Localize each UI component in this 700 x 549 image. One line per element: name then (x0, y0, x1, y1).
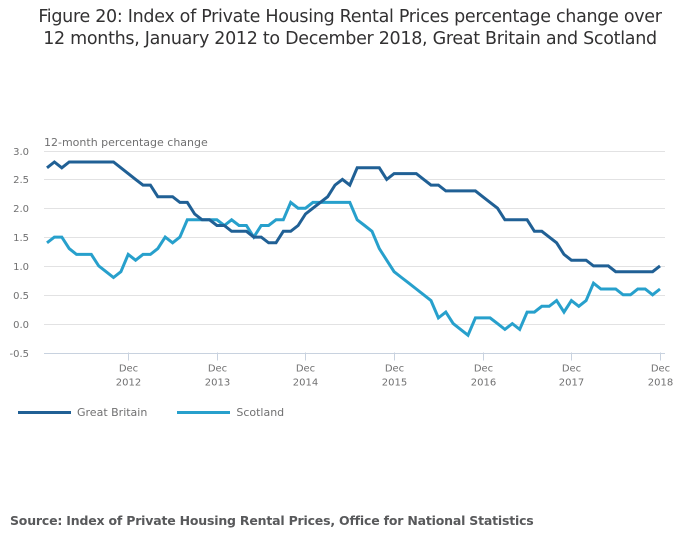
x-tick-label-month: Dec (651, 364, 670, 375)
legend-item-scotland: Scotland (177, 406, 284, 419)
series-line-scotland (46, 200, 661, 338)
x-tick-label-year: 2016 (471, 378, 496, 389)
x-tick-label-month: Dec (296, 364, 315, 375)
x-tick-label-year: 2018 (648, 378, 673, 389)
series-lines (46, 160, 661, 338)
x-tick-label-month: Dec (562, 364, 581, 375)
x-tick-label-month: Dec (385, 364, 404, 375)
y-tick-label: 0.5 (13, 291, 29, 302)
legend-item-great-britain: Great Britain (18, 406, 147, 419)
legend: Great Britain Scotland (18, 406, 314, 419)
x-tick-label-year: 2015 (382, 378, 407, 389)
gridlines (44, 151, 665, 354)
y-tick-label: 1.0 (13, 262, 29, 273)
x-tick-label-month: Dec (119, 364, 138, 375)
line-chart: 12-month percentage change 3.0 2.5 2.0 1.5 1… (9, 136, 673, 389)
y-tick-label: 2.0 (13, 204, 29, 215)
chart-title-line-2: 12 months, January 2012 to December 2018… (43, 29, 657, 49)
y-tick-label: 1.5 (13, 233, 29, 244)
y-tick-label: 2.5 (13, 175, 29, 186)
series-line-great-britain (46, 160, 661, 274)
x-tick-label-year: 2014 (293, 378, 318, 389)
legend-label-great-britain: Great Britain (77, 406, 148, 419)
x-tick-label-month: Dec (474, 364, 493, 375)
chart-title-line-1: Figure 20: Index of Private Housing Rent… (38, 7, 662, 27)
legend-label-scotland: Scotland (236, 406, 285, 419)
y-tick-label: 0.0 (13, 320, 29, 331)
x-tick-label-year: 2013 (205, 378, 230, 389)
y-tick-label: 3.0 (13, 147, 29, 158)
x-axis: Dec 2012 Dec 2013 Dec 2014 Dec 2015 Dec 2016 Dec 20… (116, 352, 673, 389)
x-tick-label-month: Dec (208, 364, 227, 375)
legend-swatch-great-britain (18, 411, 71, 414)
x-tick-label-year: 2012 (116, 378, 141, 389)
y-tick-label: -0.5 (9, 349, 29, 360)
legend-swatch-scotland (177, 411, 231, 414)
x-tick-label-year: 2017 (559, 378, 584, 389)
source-note: Source: Index of Private Housing Rental … (10, 513, 534, 528)
y-axis-title: 12-month percentage change (44, 136, 208, 149)
y-axis-ticks: 3.0 2.5 2.0 1.5 1.0 0.5 0.0 -0.5 (9, 147, 29, 360)
chart-title: Figure 20: Index of Private Housing Rent… (0, 6, 700, 50)
